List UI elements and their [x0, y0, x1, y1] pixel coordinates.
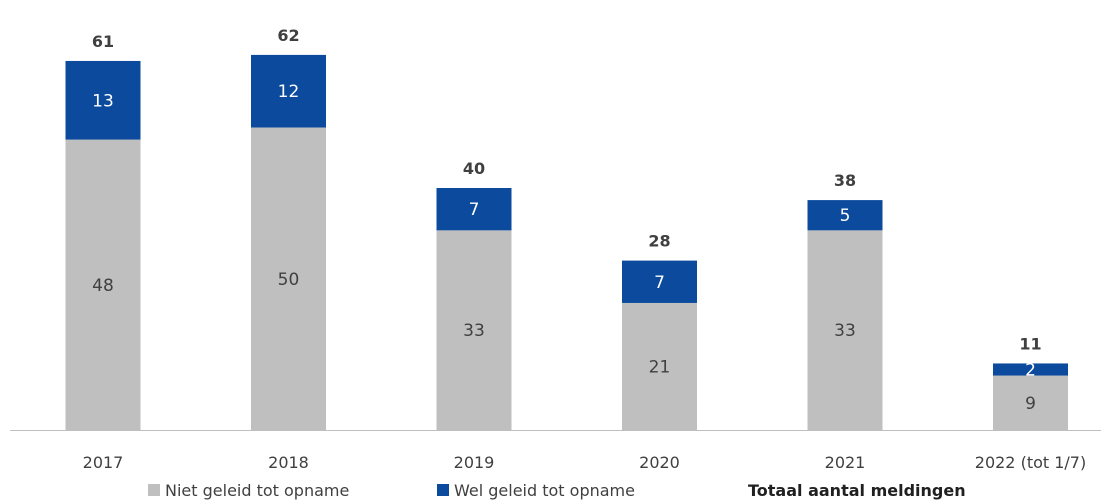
bar-segment-niet-1 [251, 127, 326, 430]
data-label-niet-5: 9 [1025, 394, 1036, 414]
total-label-2: 40 [463, 159, 485, 178]
labels-layer: 48 13 61 50 12 62 33 7 40 21 7 28 33 5 38 9 2 11 [92, 26, 1042, 414]
x-tick-label-4: 2021 [825, 453, 866, 472]
data-label-niet-2: 33 [463, 321, 485, 341]
data-label-wel-2: 7 [469, 200, 480, 220]
legend-swatch-wel [437, 484, 449, 496]
data-label-wel-3: 7 [654, 273, 665, 293]
bar-segment-niet-0 [65, 139, 141, 430]
legend-label-totaal: Totaal aantal meldingen [748, 481, 966, 500]
total-label-1: 62 [277, 26, 299, 45]
legend: Niet geleid tot opname Wel geleid tot op… [148, 481, 966, 500]
bar-segment-wel-3 [622, 260, 697, 303]
x-tick-labels: 2017 2018 2019 2020 2021 2022 (tot 1/7) [83, 453, 1087, 472]
total-label-0: 61 [92, 32, 114, 51]
data-label-wel-4: 5 [840, 206, 851, 226]
legend-swatch-niet [148, 484, 160, 496]
bar-segment-niet-4 [807, 230, 883, 430]
data-label-wel-5: 2 [1025, 361, 1036, 381]
data-label-wel-1: 12 [278, 82, 300, 102]
data-label-niet-3: 21 [649, 357, 671, 377]
total-label-4: 38 [834, 171, 856, 190]
bar-segment-wel-2 [436, 188, 512, 231]
bar-segment-niet-2 [436, 230, 512, 430]
data-label-wel-0: 13 [92, 91, 114, 111]
bar-segment-wel-5 [993, 363, 1068, 376]
bars-layer [65, 54, 1068, 430]
bar-segment-wel-1 [251, 54, 326, 128]
legend-label-niet: Niet geleid tot opname [165, 481, 349, 500]
bar-segment-niet-3 [622, 302, 697, 430]
x-tick-label-2: 2019 [454, 453, 495, 472]
data-label-niet-1: 50 [278, 270, 300, 290]
legend-label-wel: Wel geleid tot opname [454, 481, 635, 500]
x-tick-label-0: 2017 [83, 453, 124, 472]
x-tick-label-3: 2020 [639, 453, 680, 472]
x-tick-label-1: 2018 [268, 453, 309, 472]
data-label-niet-4: 33 [834, 321, 856, 341]
total-label-3: 28 [648, 232, 670, 251]
total-label-5: 11 [1019, 334, 1041, 353]
bar-segment-niet-5 [993, 375, 1068, 430]
bar-segment-wel-4 [807, 200, 883, 231]
data-label-niet-0: 48 [92, 276, 114, 296]
bar-segment-wel-0 [65, 60, 141, 140]
x-tick-label-5: 2022 (tot 1/7) [975, 453, 1086, 472]
